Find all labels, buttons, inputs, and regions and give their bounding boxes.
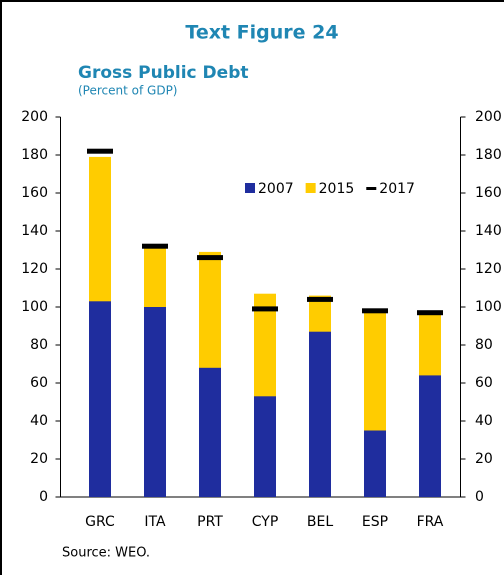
- y2-tick-label: 140: [475, 223, 502, 239]
- y-tick-label: 60: [30, 375, 48, 391]
- bar: [144, 307, 166, 497]
- y2-tick-label: 60: [475, 375, 493, 391]
- chart-title: Text Figure 24: [185, 22, 338, 44]
- y2-tick-label: 0: [475, 489, 484, 505]
- x-tick-label: CYP: [252, 514, 279, 530]
- y-tick-label: 0: [39, 489, 48, 505]
- y2-tick-label: 80: [475, 337, 493, 353]
- y2-tick-label: 40: [475, 413, 493, 429]
- x-tick-label: ITA: [144, 514, 166, 530]
- source-note: Source: WEO.: [62, 546, 150, 561]
- y-tick-label: 160: [21, 185, 48, 201]
- legend-label: 2015: [319, 181, 355, 197]
- y-tick-label: 80: [30, 337, 48, 353]
- x-tick-label: ESP: [362, 514, 388, 530]
- bar: [364, 430, 386, 497]
- y-tick-label: 120: [21, 261, 48, 277]
- y2-tick-label: 180: [475, 147, 502, 163]
- legend-swatch: [305, 183, 316, 193]
- bar: [89, 301, 111, 497]
- bar: [199, 367, 221, 497]
- marker-2017: [417, 310, 443, 316]
- y2-tick-label: 20: [475, 451, 493, 467]
- y-tick-label: 100: [21, 299, 48, 315]
- x-tick-label: BEL: [307, 514, 333, 530]
- marker-2017: [87, 148, 113, 154]
- x-tick-label: PRT: [197, 514, 223, 530]
- legend-label: 2007: [258, 181, 294, 197]
- y2-tick-label: 100: [475, 299, 502, 315]
- marker-2017: [142, 243, 168, 249]
- y-tick-label: 200: [21, 109, 48, 125]
- y-axis-label: (Percent of GDP): [78, 84, 178, 98]
- y-tick-label: 180: [21, 147, 48, 163]
- marker-2017: [197, 255, 223, 261]
- bar: [254, 396, 276, 497]
- x-tick-label: GRC: [85, 514, 115, 530]
- y2-tick-label: 160: [475, 185, 502, 201]
- legend-swatch: [245, 183, 255, 193]
- legend-label: 2017: [379, 181, 415, 197]
- y-tick-label: 140: [21, 223, 48, 239]
- chart-subtitle: Gross Public Debt: [78, 63, 249, 83]
- y-tick-label: 20: [30, 451, 48, 467]
- marker-2017: [362, 308, 388, 314]
- legend-swatch: [366, 187, 377, 190]
- y2-tick-label: 120: [475, 261, 502, 277]
- marker-2017: [307, 296, 333, 302]
- y-tick-label: 40: [30, 413, 48, 429]
- bar: [309, 331, 331, 497]
- marker-2017: [252, 306, 278, 312]
- y2-tick-label: 200: [475, 109, 502, 125]
- x-tick-label: FRA: [417, 514, 444, 530]
- bar: [419, 375, 441, 497]
